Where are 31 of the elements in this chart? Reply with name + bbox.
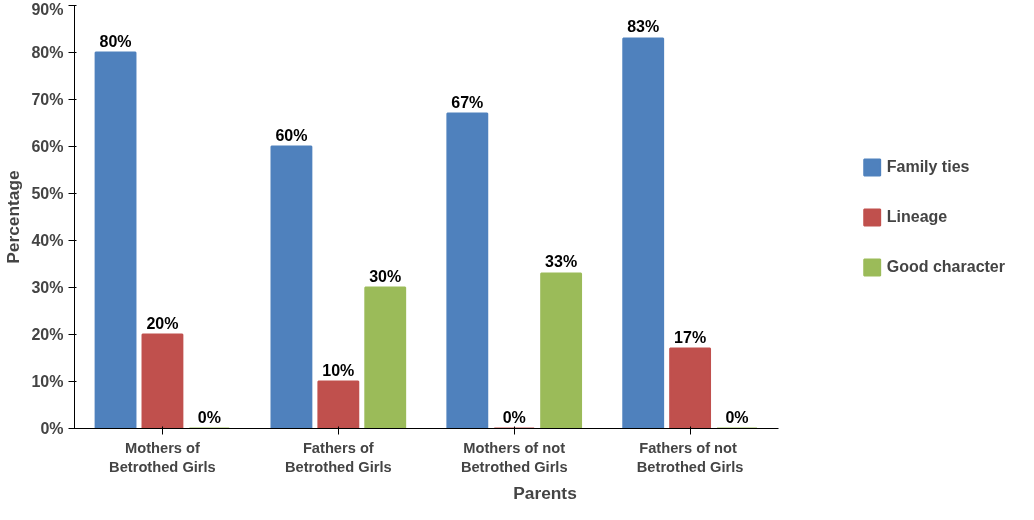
y-tick-label: 40% [31,232,64,249]
x-tick-label: Fathers of not Betrothed Girls [636,439,744,475]
data-label: 30% [369,267,402,285]
data-label: 83% [627,18,660,36]
y-tick-label: 70% [31,91,64,108]
y-tick-label: 10% [31,373,64,390]
y-tick-label: 90% [31,0,64,18]
y-axis-title: Percentage [3,169,24,264]
y-tick-label: 20% [31,326,64,343]
data-label: 10% [322,361,355,379]
data-label: 0% [725,408,749,426]
data-label: 0% [502,408,526,426]
data-label: 0% [197,408,221,426]
x-axis-title: Parents [513,482,577,503]
x-tick-label: Mothers of not Betrothed Girls [460,439,568,475]
y-tick-label: 80% [31,44,64,61]
data-label: 17% [674,328,707,346]
legend-label: Family ties [886,157,970,176]
x-tick-label: Mothers of Betrothed Girls [109,439,216,475]
y-tick-label: 30% [31,279,64,296]
data-label: 33% [545,253,578,271]
x-tick-label: Fathers of Betrothed Girls [284,439,392,475]
y-tick-label: 50% [31,185,64,202]
data-label: 67% [451,93,484,111]
y-tick-label: 0% [40,420,64,437]
legend-label: Lineage [886,207,948,226]
data-label: 80% [99,32,132,50]
legend-label: Good character [886,257,1005,276]
data-label: 60% [275,126,308,144]
data-label: 20% [146,314,179,332]
y-tick-label: 60% [31,138,64,155]
